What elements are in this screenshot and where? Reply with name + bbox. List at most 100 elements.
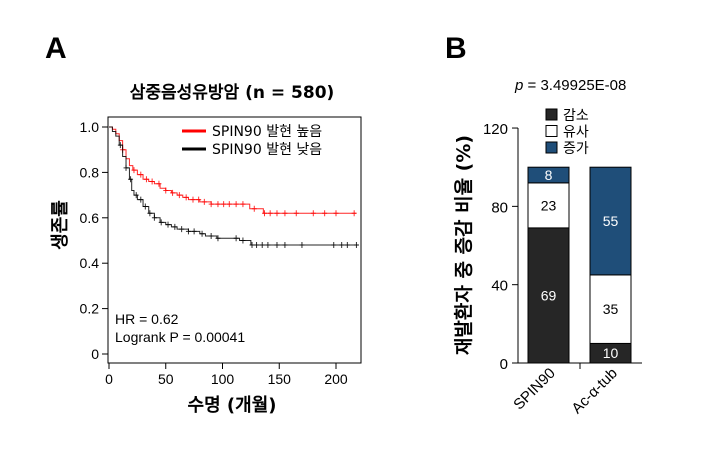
censor-mark (344, 242, 350, 249)
censor-mark (259, 242, 265, 249)
censor-mark (208, 201, 214, 208)
x-tick-label: SPIN90 (510, 365, 559, 414)
legend-swatch (545, 141, 558, 154)
y-tick-label: 0 (500, 356, 508, 373)
censor-mark (147, 210, 153, 217)
y-axis-label: 재발환자 중 증감 비율 (%) (453, 135, 475, 355)
censor-mark (331, 242, 337, 249)
censor-mark (185, 228, 191, 235)
y-tick-label: 80 (491, 199, 508, 216)
y-tick-label: 0.4 (80, 255, 100, 271)
censor-mark (240, 201, 246, 208)
bar-segment-유사 (589, 274, 632, 344)
p-value-annotation: p = 3.49925E-08 (514, 77, 626, 94)
censor-mark (282, 210, 288, 217)
censor-mark (221, 201, 227, 208)
censor-mark (254, 242, 260, 249)
chart-title: 삼중음성유방암 (n = 580) (130, 83, 335, 103)
bar-data-label: 55 (603, 213, 619, 229)
censor-mark (310, 210, 316, 217)
censor-mark (353, 242, 359, 249)
legend-label: 유사 (563, 125, 589, 141)
censor-mark (133, 192, 139, 199)
logrank-annotation: Logrank P = 0.00041 (115, 329, 245, 345)
panel-label-a: A (45, 32, 67, 65)
censor-mark (191, 228, 197, 235)
censor-mark (165, 221, 171, 228)
x-tick-label: 150 (268, 371, 292, 387)
bar-segment-증가 (589, 166, 632, 276)
censor-mark (233, 201, 239, 208)
x-tick-label: 50 (158, 371, 174, 387)
censor-mark (333, 210, 339, 217)
censor-mark (274, 242, 280, 249)
censor-mark (208, 232, 214, 239)
censor-mark (249, 242, 255, 249)
y-tick-label: 0.8 (80, 164, 100, 180)
censor-mark (199, 230, 205, 237)
censor-mark (215, 201, 221, 208)
bar-data-label: 10 (603, 345, 619, 361)
censor-mark (215, 235, 221, 242)
censor-mark (274, 210, 280, 217)
bar-segment-감소 (527, 227, 570, 364)
y-tick-label: 40 (491, 278, 508, 295)
x-tick-label: 100 (211, 371, 235, 387)
censor-mark (179, 226, 185, 233)
censor-mark (299, 242, 305, 249)
censor-mark (251, 205, 257, 212)
censor-mark (267, 210, 273, 217)
censor-mark (123, 164, 129, 171)
legend-label: SPIN90 발현 높음 (212, 124, 322, 140)
censor-mark (265, 242, 271, 249)
legend-label: 감소 (563, 108, 589, 124)
censor-mark (293, 210, 299, 217)
censor-mark (201, 198, 207, 205)
censor-mark (172, 223, 178, 230)
bar-segment-증가 (527, 166, 570, 184)
x-tick-label: 200 (324, 371, 348, 387)
legend-swatch (545, 108, 558, 121)
y-tick-label: 120 (483, 121, 508, 138)
censor-mark (322, 210, 328, 217)
bar-data-label: 69 (541, 287, 557, 303)
censor-mark (196, 196, 202, 203)
censor-mark (233, 235, 239, 242)
censor-mark (128, 176, 134, 183)
y-tick-label: 0.2 (80, 301, 100, 317)
censor-mark (176, 192, 182, 199)
panel-label-b: B (445, 32, 467, 65)
bar-data-label: 35 (603, 301, 619, 317)
y-tick-label: 1.0 (80, 119, 100, 135)
bar-data-label: 8 (545, 167, 553, 183)
y-axis-label: 생존률 (50, 200, 71, 250)
p-symbol: p (514, 77, 523, 94)
bar-segment-유사 (527, 182, 570, 229)
plot-frame (107, 116, 362, 364)
censor-mark (261, 210, 267, 217)
censor-mark (183, 194, 189, 201)
censor-mark (190, 196, 196, 203)
censor-mark (226, 201, 232, 208)
censor-mark (151, 214, 157, 221)
censor-mark (143, 176, 149, 183)
censor-mark (138, 196, 144, 203)
censor-mark (131, 167, 137, 174)
hr-annotation: HR = 0.62 (115, 311, 179, 327)
x-tick-label: Ac-α-tub (568, 365, 620, 417)
censor-mark (282, 242, 288, 249)
censor-mark (117, 142, 123, 149)
y-tick-label: 0 (91, 346, 99, 362)
bar-data-label: 23 (541, 197, 557, 213)
censor-mark (138, 171, 144, 178)
p-value: = 3.49925E-08 (523, 77, 626, 94)
y-tick-label: 0.6 (80, 210, 100, 226)
censor-mark (158, 219, 164, 226)
x-tick-label: 0 (105, 371, 113, 387)
legend-label: 증가 (563, 141, 589, 157)
censor-mark (149, 178, 155, 185)
censor-mark (170, 189, 176, 196)
censor-mark (351, 210, 357, 217)
censor-mark (142, 203, 148, 210)
